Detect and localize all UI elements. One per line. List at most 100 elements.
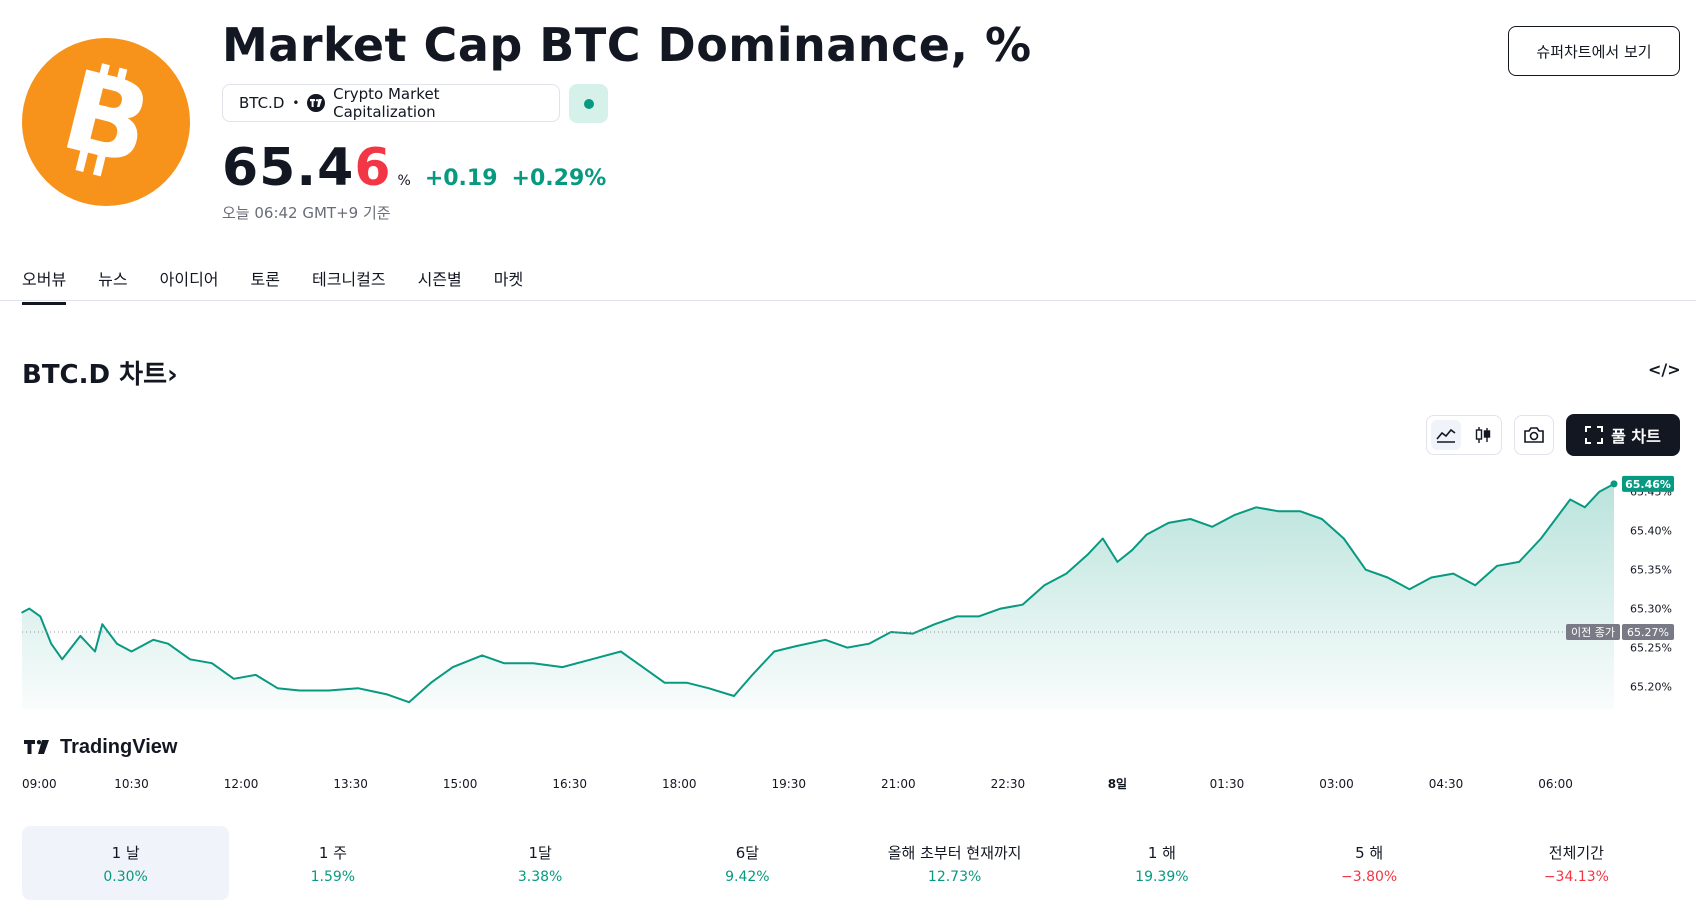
y-tick-label: 65.20% <box>1630 681 1672 694</box>
data-point <box>846 646 848 649</box>
bitcoin-symbol-icon: B <box>51 46 163 190</box>
period-1d[interactable]: 1 날 0.30% <box>22 826 230 900</box>
price-last-digit: 6 <box>354 138 392 198</box>
camera-icon[interactable] <box>1514 415 1554 455</box>
y-tick-label: 65.35% <box>1630 564 1672 577</box>
data-point <box>1569 498 1571 501</box>
tab-seasonals[interactable]: 시즌별 <box>417 270 462 289</box>
price-value: 65.4 <box>222 138 355 198</box>
data-point <box>1540 537 1542 540</box>
price-chart[interactable]: 이전 종가 65.27% 65.45%65.40%65.35%65.30%65.2… <box>0 470 1696 800</box>
period-1w[interactable]: 1 주 1.59% <box>229 826 436 900</box>
data-point <box>1211 526 1214 528</box>
x-tick-label: 12:00 <box>224 777 259 791</box>
full-chart-label: 풀 차트 <box>1611 427 1661 446</box>
data-point <box>94 650 96 653</box>
data-point <box>1496 565 1498 567</box>
period-value: 0.30% <box>103 868 148 885</box>
tab-ideas[interactable]: 아이디어 <box>159 270 219 289</box>
tab-overview[interactable]: 오버뷰 <box>22 266 67 305</box>
data-point <box>1087 553 1089 555</box>
tab-markets[interactable]: 마켓 <box>493 270 524 289</box>
data-point <box>1043 584 1046 587</box>
chevron-right-icon: › <box>167 360 178 390</box>
chart-line <box>21 480 1618 704</box>
data-point <box>167 642 169 645</box>
period-value: 3.38% <box>517 868 563 885</box>
period-label: 1 주 <box>318 843 347 862</box>
x-tick-label: 01:30 <box>1210 777 1245 791</box>
x-tick-label: 13:30 <box>333 777 368 791</box>
data-point <box>327 689 330 692</box>
data-point <box>61 658 63 661</box>
period-value: 9.42% <box>725 868 770 885</box>
data-point <box>386 693 388 696</box>
y-axis: 65.45%65.40%65.35%65.30%65.25%65.20%65.4… <box>1622 475 1674 694</box>
tab-bar: 오버뷰 뉴스 아이디어 토론 테크니컬즈 시즌별 마켓 <box>22 266 555 305</box>
period-label: 5 해 <box>1355 843 1384 862</box>
data-point <box>1554 518 1557 520</box>
chart-type-toggle <box>1426 415 1502 455</box>
period-label: 6달 <box>735 843 760 862</box>
period-label: 올해 초부터 현재까지 <box>887 843 1022 862</box>
data-point <box>977 615 980 618</box>
x-tick-label: 15:00 <box>443 777 478 791</box>
period-label: 1달 <box>528 843 552 862</box>
bitcoin-logo: B <box>22 38 190 206</box>
y-tick-label: 65.30% <box>1630 603 1672 616</box>
data-point <box>1474 584 1476 587</box>
x-tick-label: 09:00 <box>22 777 57 791</box>
fullscreen-icon <box>1585 426 1604 444</box>
data-point <box>934 623 936 625</box>
x-tick-label: 16:30 <box>552 777 587 791</box>
period-5y[interactable]: 5 해 −3.80% <box>1266 826 1473 900</box>
candles-icon[interactable] <box>1468 420 1498 450</box>
data-point <box>663 681 666 684</box>
period-all[interactable]: 전체기간 −34.13% <box>1473 826 1680 900</box>
chart-area-fill <box>22 483 1614 710</box>
price-unit: % <box>397 173 411 189</box>
area-chart-icon[interactable] <box>1430 420 1461 450</box>
x-axis: 09:00 10:30 12:00 13:30 15:00 16:30 18:00 19:30… <box>22 777 1573 791</box>
data-point <box>956 615 958 618</box>
chart-heading-link[interactable]: BTC.D 차트› <box>22 354 178 391</box>
data-point <box>824 639 827 641</box>
symbol-separator: • <box>292 96 300 110</box>
period-1y[interactable]: 1 해 19.39% <box>1058 826 1265 900</box>
data-point <box>189 658 191 661</box>
data-point <box>357 687 359 689</box>
market-status-indicator[interactable] <box>569 84 608 123</box>
data-point <box>641 666 644 668</box>
series-line <box>21 483 1615 704</box>
x-tick-label: 06:00 <box>1538 777 1573 791</box>
symbol-pill[interactable]: BTC.D • Crypto Market Capitalization <box>222 84 560 122</box>
data-point <box>1299 510 1301 512</box>
data-point <box>1452 572 1455 575</box>
period-ytd[interactable]: 올해 초부터 현재까지 12.73% <box>851 826 1058 900</box>
period-6m[interactable]: 6달 9.42% <box>644 826 851 900</box>
x-tick-label: 21:00 <box>881 777 916 791</box>
tab-news[interactable]: 뉴스 <box>98 270 128 289</box>
symbol-source: Crypto Market Capitalization <box>333 85 440 121</box>
data-point <box>685 681 688 684</box>
period-1m[interactable]: 1달 3.38% <box>437 826 644 900</box>
embed-code-icon[interactable]: </> <box>1648 360 1681 379</box>
period-value: −34.13% <box>1543 868 1609 885</box>
supercharts-button[interactable]: 슈퍼차트에서 보기 <box>1508 26 1680 76</box>
data-point <box>1584 506 1586 509</box>
full-chart-button[interactable]: 풀 차트 <box>1566 414 1680 456</box>
tab-discussion[interactable]: 토론 <box>250 270 280 289</box>
tab-technicals[interactable]: 테크니컬즈 <box>311 270 386 289</box>
y-tick-label: 65.25% <box>1630 642 1672 655</box>
data-point <box>1233 514 1236 516</box>
data-point <box>1430 576 1433 579</box>
data-point <box>1364 568 1367 571</box>
tradingview-watermark-text: TradingView <box>60 736 178 758</box>
price-row: 65.4 6 % +0.19 +0.29% <box>222 138 606 198</box>
data-point <box>1021 603 1024 606</box>
data-point <box>1408 588 1411 590</box>
data-point <box>298 689 301 692</box>
symbol-ticker: BTC.D <box>239 94 285 112</box>
last-value-tag-bg <box>1622 475 1674 492</box>
data-point <box>707 687 710 689</box>
